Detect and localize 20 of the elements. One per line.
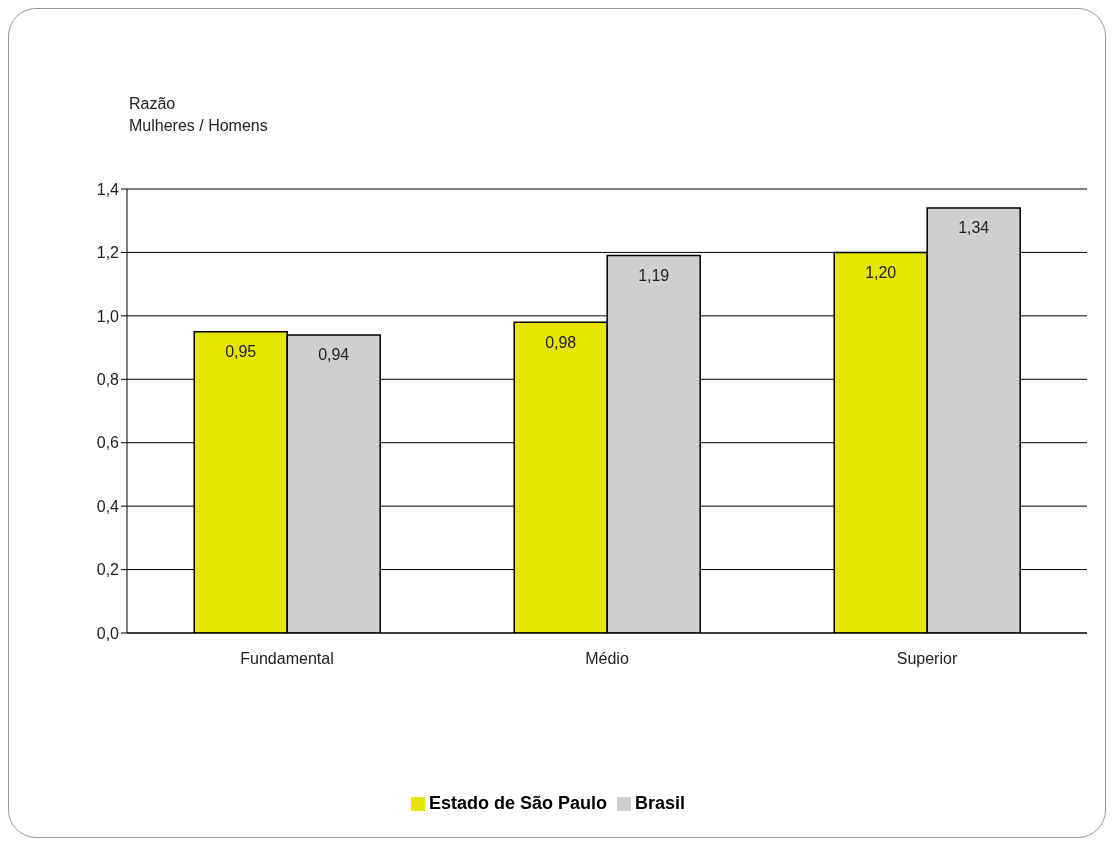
x-tick-label: Médio bbox=[585, 650, 629, 668]
y-tick-label: 1,2 bbox=[96, 244, 120, 262]
data-label: 1,19 bbox=[638, 266, 670, 284]
x-tick-label: Fundamental bbox=[240, 650, 334, 668]
data-label: 0,94 bbox=[318, 346, 350, 364]
y-tick-label: 0,0 bbox=[96, 624, 120, 642]
x-tick-label: Superior bbox=[896, 650, 958, 668]
legend-label: Estado de São Paulo bbox=[428, 793, 607, 813]
y-axis-title: Razão Mulheres / Homens bbox=[129, 94, 268, 136]
y-tick-label: 0,6 bbox=[96, 434, 120, 452]
y-tick-label: 0,2 bbox=[96, 561, 120, 579]
data-label: 1,34 bbox=[958, 219, 990, 237]
y-tick-label: 1,0 bbox=[96, 307, 120, 325]
data-label: 0,98 bbox=[545, 333, 577, 351]
y-tick-label: 0,8 bbox=[96, 370, 120, 388]
y-tick-label: 1,4 bbox=[96, 180, 120, 198]
data-label: 0,95 bbox=[225, 343, 257, 361]
legend-label: Brasil bbox=[635, 793, 686, 813]
y-tick-label: 0,4 bbox=[96, 497, 120, 515]
data-label: 1,20 bbox=[865, 263, 897, 281]
